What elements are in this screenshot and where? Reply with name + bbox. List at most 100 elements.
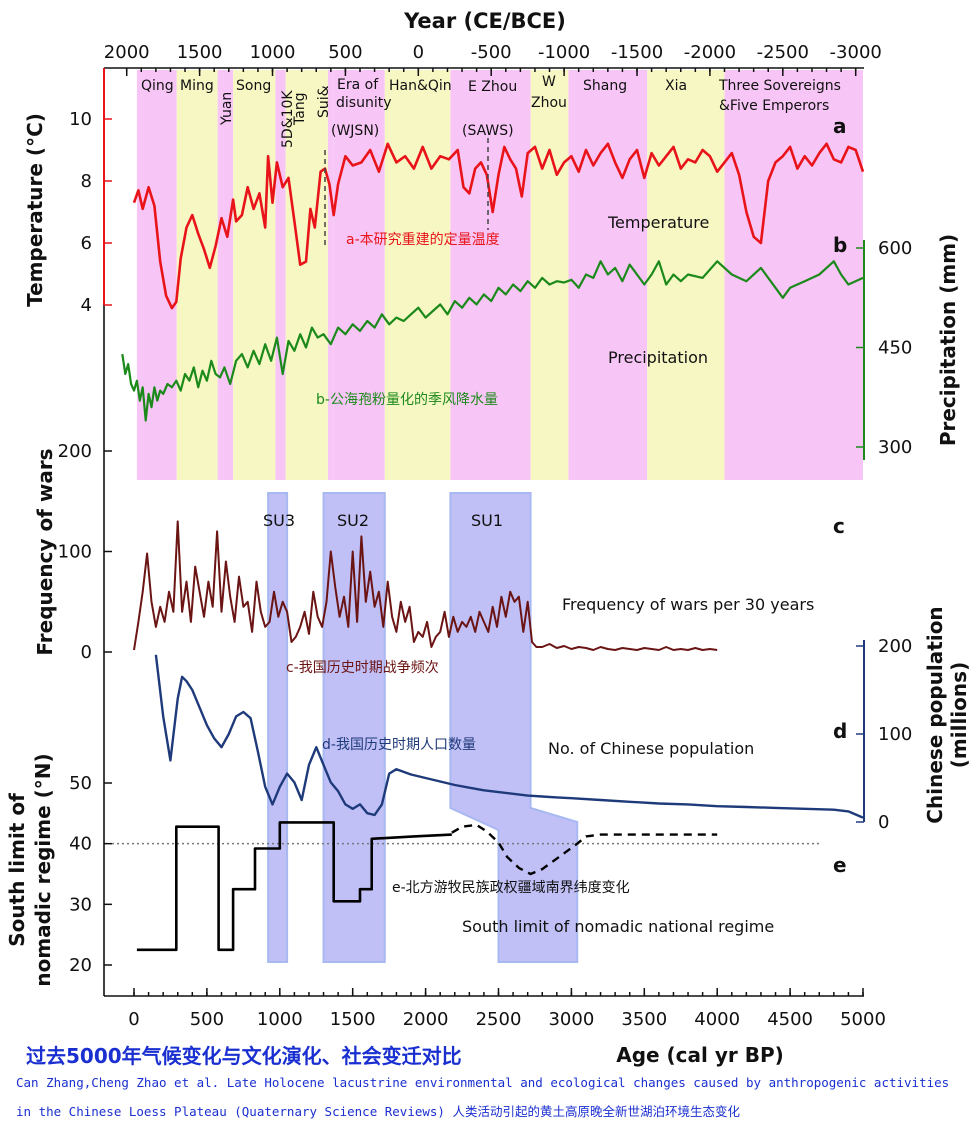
annotation-d: d-我国历史时期人口数量: [322, 737, 476, 753]
su2-label: SU2: [337, 511, 369, 530]
top-tick-label: -2500: [757, 42, 809, 63]
label-zhou: Zhou: [531, 95, 567, 111]
label-qing: Qing: [141, 78, 174, 94]
su3-label: SU3: [263, 511, 295, 530]
bottom-tick-label: 0: [128, 1009, 139, 1030]
nomadic-line-dashed: [451, 823, 718, 876]
annotation-a: a-本研究重建的定量温度: [346, 232, 500, 248]
wars-tick-label: 200: [58, 441, 92, 462]
precip-tick-label: 450: [878, 338, 912, 359]
top-tick-label: -500: [471, 42, 512, 63]
dynasty-band-9: [450, 70, 531, 480]
dynasty-band-10: [530, 70, 569, 480]
population-tick-label: 200: [878, 636, 912, 657]
label-five-emperors: &Five Emperors: [719, 98, 829, 114]
su1-label: SU1: [471, 511, 503, 530]
label-wjsn: (WJSN): [331, 123, 379, 139]
label-shang: Shang: [583, 78, 627, 94]
top-tick-label: 0: [413, 42, 424, 63]
top-tick-label: -2000: [684, 42, 736, 63]
panel-letter-e: e: [833, 853, 847, 877]
label-era-of: Era of: [337, 77, 379, 93]
bottom-tick-label: 3500: [621, 1009, 667, 1030]
label-song: Song: [236, 78, 271, 94]
bottom-tick-label: 4500: [767, 1009, 813, 1030]
population-line: [154, 654, 864, 819]
label-three-sovereigns: Three Sovereigns: [718, 78, 841, 94]
citation-line-2: in the Chinese Loess Plateau (Quaternary…: [16, 1104, 740, 1119]
panel-letter-c: c: [833, 514, 845, 538]
axis-ticks: 2000 1500 1000 500 0 -500 -1000 -1500 -2000 -2500…: [58, 42, 913, 1030]
series-label-temperature: Temperature: [607, 213, 709, 232]
su-band-3: [267, 492, 289, 963]
dynasty-band-13: [724, 70, 863, 480]
top-tick-label: 1500: [177, 42, 223, 63]
label-5d10k: 5D&10K: [280, 90, 296, 148]
label-yuan: Yuan: [219, 92, 235, 126]
wars-line: [133, 520, 718, 651]
citation-line-1: Can Zhang,Cheng Zhao et al. Late Holocen…: [16, 1075, 950, 1090]
top-tick-label: 500: [328, 42, 362, 63]
temperature-line: [132, 142, 865, 310]
su-band-1: [449, 492, 579, 963]
label-tang: Tang: [292, 92, 308, 126]
label-ming: Ming: [180, 78, 214, 94]
figure-title-chinese: 过去5000年气候变化与文化演化、社会变迁对比: [26, 1044, 462, 1068]
bottom-tick-label: 1000: [257, 1009, 303, 1030]
nomadic-tick-label: 20: [69, 955, 92, 976]
dynasty-band-6: [327, 70, 334, 480]
bottom-tick-label: 3000: [548, 1009, 594, 1030]
annotation-b: b-公海孢粉量化的季风降水量: [316, 392, 498, 408]
dynasty-band-3: [233, 70, 276, 480]
label-saws: (SAWS): [462, 123, 514, 139]
label-w: W: [542, 74, 556, 90]
annotation-c: c-我国历史时期战争频次: [286, 660, 439, 676]
bottom-tick-label: 4000: [694, 1009, 740, 1030]
label-sui: Sui&: [316, 85, 332, 118]
temperature-tick-label: 4: [81, 295, 92, 316]
bottom-tick-label: 2000: [403, 1009, 449, 1030]
dynasty-labels: Qing Ming Yuan Song 5D&10K Tang Sui& Era…: [141, 74, 841, 148]
series-label-precipitation: Precipitation: [608, 348, 708, 367]
nomadic-tick-label: 50: [69, 773, 92, 794]
wars-tick-label: 100: [58, 542, 92, 563]
top-axis-title: Year (CE/BCE): [403, 9, 566, 33]
panel-letter-b: b: [833, 233, 847, 257]
dynasty-band-8: [384, 70, 451, 480]
top-tick-label: -3000: [830, 42, 882, 63]
wars-tick-label: 0: [81, 642, 92, 663]
temperature-tick-label: 8: [81, 171, 92, 192]
precip-tick-label: 300: [878, 437, 912, 458]
precipitation-line: [121, 260, 864, 422]
precip-axis-title: Precipitation (mm): [936, 234, 960, 446]
bottom-tick-label: 500: [190, 1009, 224, 1030]
dynasty-band-1: [176, 70, 218, 480]
temperature-axis-title: Temperature (°C): [23, 113, 47, 307]
label-ezhou: E Zhou: [468, 79, 517, 95]
top-tick-label: -1000: [538, 42, 590, 63]
top-tick-label: 2000: [104, 42, 150, 63]
dynasty-band-4: [275, 70, 286, 480]
label-hanqin: Han&Qin: [389, 78, 452, 94]
wars-axis-title: Frequency of wars: [33, 448, 57, 655]
precip-tick-label: 600: [878, 238, 912, 259]
label-disunity: disunity: [336, 95, 391, 111]
nomadic-tick-label: 40: [69, 834, 92, 855]
panel-letter-d: d: [833, 719, 847, 743]
bottom-axis-title: Age (cal yr BP): [616, 1043, 784, 1067]
series-label-nomadic: South limit of nomadic national regime: [462, 917, 774, 936]
temperature-tick-label: 10: [69, 109, 92, 130]
dynasty-bands: [136, 70, 863, 480]
nomadic-line: [136, 821, 452, 952]
dynasty-band-7: [333, 70, 385, 480]
population-tick-label: 0: [878, 812, 889, 833]
bottom-tick-label: 2500: [476, 1009, 522, 1030]
series-label-wars: Frequency of wars per 30 years: [562, 595, 814, 614]
population-axis-title-2: (millions): [947, 662, 971, 768]
temperature-tick-label: 6: [81, 233, 92, 254]
population-tick-label: 100: [878, 724, 912, 745]
bottom-tick-label: 5000: [840, 1009, 886, 1030]
nomadic-tick-label: 30: [69, 894, 92, 915]
top-tick-label: 1000: [250, 42, 296, 63]
